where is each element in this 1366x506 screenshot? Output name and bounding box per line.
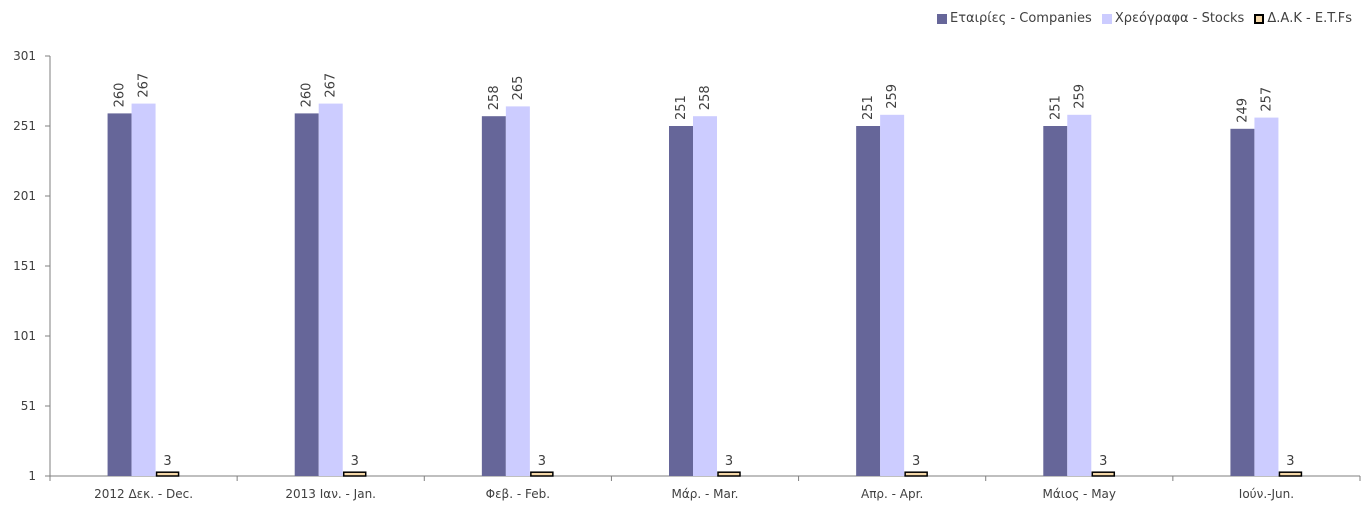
- data-label-companies: 260: [113, 83, 128, 108]
- data-label-etfs: 3: [1286, 454, 1294, 469]
- bar-stocks: [318, 103, 343, 476]
- bar-companies: [1043, 126, 1068, 476]
- bar-companies: [856, 126, 881, 476]
- bar-etfs: [1091, 471, 1116, 477]
- bar-etfs: [1278, 471, 1303, 477]
- x-tick-label: 2012 Δεκ. - Dec.: [94, 487, 193, 501]
- data-label-etfs: 3: [1099, 454, 1107, 469]
- legend-label-stocks: Χρεόγραφα - Stocks: [1114, 11, 1245, 26]
- legend-swatch-etfs: [1254, 13, 1265, 24]
- bar-companies: [107, 113, 132, 477]
- data-label-stocks: 267: [324, 73, 339, 98]
- data-label-etfs: 3: [912, 454, 920, 469]
- y-tick-label: 101: [13, 329, 36, 343]
- legend-item-companies: Εταιρίες - Companies: [937, 11, 1092, 26]
- data-label-companies: 260: [300, 83, 315, 108]
- x-tick-label: Ιούν.-Jun.: [1239, 487, 1294, 501]
- bar-etfs: [717, 471, 741, 477]
- bar-companies: [481, 116, 506, 476]
- data-label-companies: 258: [487, 85, 502, 110]
- data-label-companies: 251: [861, 95, 876, 120]
- bar-stocks: [1254, 117, 1279, 476]
- bar-stocks: [880, 114, 905, 477]
- data-label-etfs: 3: [351, 454, 359, 469]
- x-tick-label: Μάρ. - Mar.: [671, 487, 738, 501]
- data-label-stocks: 258: [698, 85, 713, 110]
- y-tick-label: 251: [13, 119, 36, 133]
- legend-item-etfs: Δ.Α.Κ - E.T.Fs: [1254, 11, 1352, 26]
- data-label-companies: 249: [1235, 98, 1250, 123]
- y-tick-label: 151: [13, 259, 36, 273]
- x-tick-label: 2013 Ιαν. - Jan.: [285, 487, 376, 501]
- data-label-etfs: 3: [725, 454, 733, 469]
- bar-companies: [669, 126, 693, 476]
- data-label-stocks: 257: [1259, 87, 1274, 112]
- data-label-etfs: 3: [538, 454, 546, 469]
- y-tick-label: 51: [21, 399, 36, 413]
- data-label-stocks: 259: [885, 84, 900, 109]
- legend-item-stocks: Χρεόγραφα - Stocks: [1101, 11, 1245, 26]
- bar-stocks: [131, 103, 156, 476]
- x-tick-label: Μάιος - May: [1043, 487, 1116, 501]
- data-label-stocks: 267: [137, 73, 152, 98]
- data-label-companies: 251: [674, 95, 689, 120]
- bar-stocks: [693, 116, 717, 476]
- legend-label-companies: Εταιρίες - Companies: [950, 11, 1092, 26]
- bar-etfs: [530, 471, 554, 477]
- y-tick-label: 301: [13, 49, 36, 63]
- x-tick-label: Απρ. - Apr.: [861, 487, 923, 501]
- data-label-etfs: 3: [163, 454, 171, 469]
- legend-label-etfs: Δ.Α.Κ - E.T.Fs: [1267, 11, 1352, 26]
- bar-companies: [294, 113, 319, 477]
- y-tick-label: 1: [28, 469, 36, 483]
- legend-swatch-companies: [937, 13, 947, 24]
- data-label-stocks: 265: [511, 76, 526, 101]
- bar-companies: [1230, 128, 1255, 477]
- bar-stocks: [1067, 114, 1092, 477]
- data-label-companies: 251: [1048, 95, 1063, 120]
- data-label-stocks: 259: [1072, 84, 1087, 109]
- y-tick-label: 201: [13, 189, 36, 203]
- bar-etfs: [342, 471, 367, 477]
- bar-etfs: [904, 471, 928, 477]
- legend-swatch-stocks: [1101, 13, 1112, 24]
- chart-legend: Εταιρίες - Companies Χρεόγραφα - Stocks …: [937, 11, 1352, 26]
- x-tick-label: Φεβ. - Feb.: [486, 487, 550, 501]
- bar-etfs: [155, 471, 180, 477]
- bar-stocks: [505, 106, 530, 477]
